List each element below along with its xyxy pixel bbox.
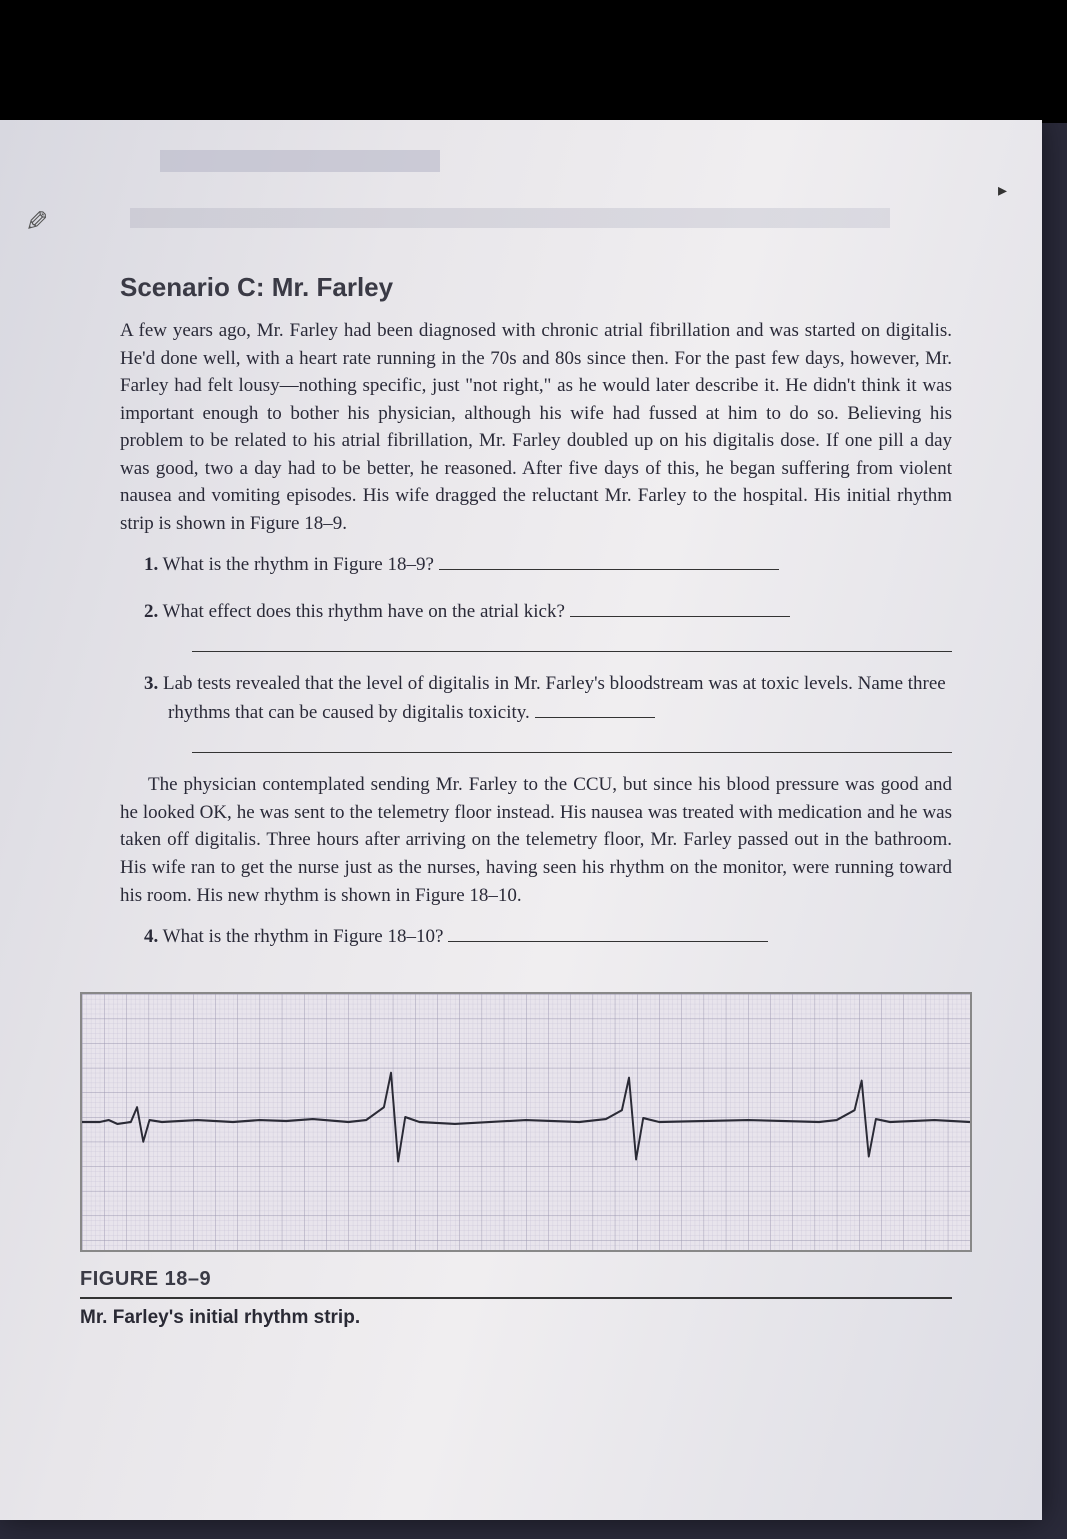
answer-blank-line2[interactable] [192,630,952,652]
thumbtack-icon: ✎ [25,205,48,239]
question-list-2: 4. What is the rhythm in Figure 18–10? [120,923,952,952]
question-text: What effect does this rhythm have on the… [163,601,565,622]
sub-header-bar [130,208,890,228]
figure-label-block: FIGURE 18–9 Mr. Farley's initial rhythm … [80,1268,952,1329]
ecg-svg [82,994,970,1250]
question-number: 4. [144,926,158,947]
ecg-strip-figure [80,992,972,1252]
question-2: 2. What effect does this rhythm have on … [144,598,952,653]
answer-blank[interactable] [535,699,655,718]
header-bar-decoration [160,150,440,172]
figure-rule [80,1297,952,1299]
page-forward-arrow-icon[interactable]: ▸ [998,180,1007,201]
screen-frame: ✎ ▸ Scenario C: Mr. Farley A few years a… [0,0,1067,1539]
question-4: 4. What is the rhythm in Figure 18–10? [144,923,952,952]
question-text: What is the rhythm in Figure 18–9? [163,554,434,575]
question-number: 1. [144,554,158,575]
answer-blank-line2[interactable] [192,731,952,753]
figure-number: FIGURE 18–9 [80,1268,952,1291]
question-3: 3. Lab tests revealed that the level of … [144,670,952,753]
question-number: 3. [144,673,158,694]
answer-blank[interactable] [448,923,768,942]
figure-caption: Mr. Farley's initial rhythm strip. [80,1307,952,1329]
scenario-paragraph-2: The physician contemplated sending Mr. F… [120,771,952,909]
question-1: 1. What is the rhythm in Figure 18–9? [144,551,952,580]
question-text: What is the rhythm in Figure 18–10? [163,926,444,947]
textbook-page: ✎ ▸ Scenario C: Mr. Farley A few years a… [0,120,1042,1520]
answer-blank[interactable] [570,598,790,617]
answer-blank[interactable] [439,551,779,570]
scenario-paragraph-1: A few years ago, Mr. Farley had been dia… [120,317,952,537]
page-content: Scenario C: Mr. Farley A few years ago, … [60,272,1002,1329]
question-number: 2. [144,601,158,622]
scenario-title: Scenario C: Mr. Farley [120,272,952,303]
question-list: 1. What is the rhythm in Figure 18–9? 2.… [120,551,952,753]
